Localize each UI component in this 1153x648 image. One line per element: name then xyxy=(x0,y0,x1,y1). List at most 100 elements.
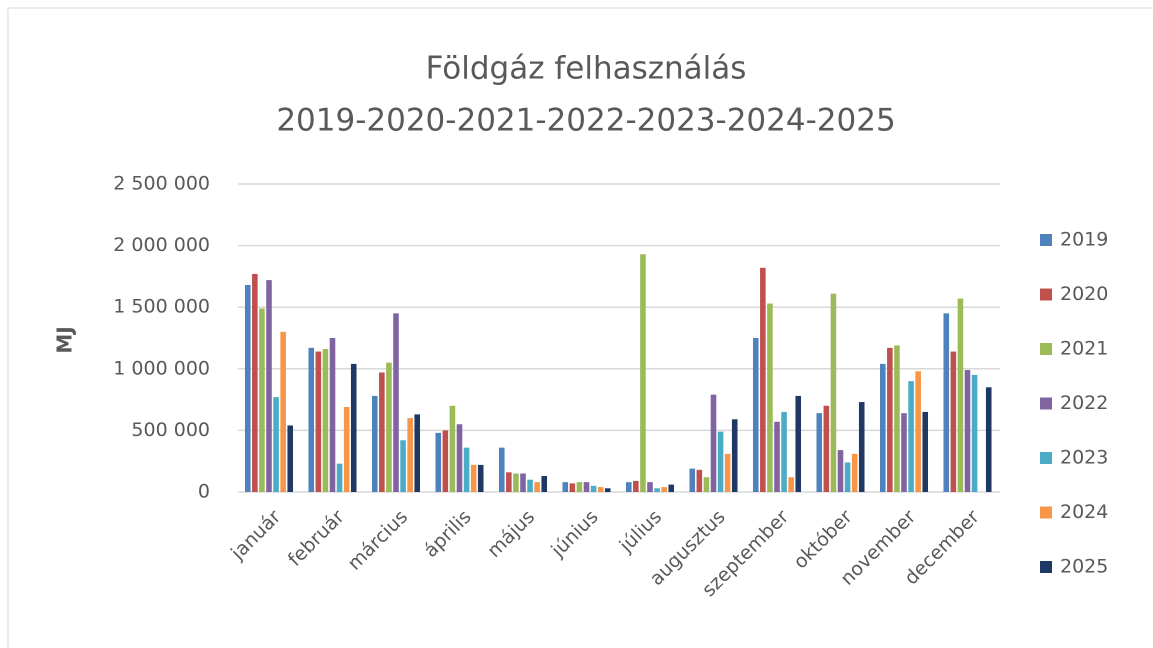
bar xyxy=(386,362,392,492)
bar xyxy=(858,402,865,492)
bar xyxy=(449,405,456,492)
bar xyxy=(477,464,484,492)
legend-label: 2019 xyxy=(1060,229,1108,251)
legend-swatch xyxy=(1040,561,1052,573)
bar xyxy=(971,374,978,492)
bar xyxy=(569,483,576,492)
bar xyxy=(414,414,421,492)
bar xyxy=(724,453,731,492)
bar xyxy=(703,477,710,492)
y-tick-label: 2 000 000 xyxy=(113,234,210,256)
bar xyxy=(668,484,675,492)
bar xyxy=(887,347,893,492)
bar xyxy=(625,482,632,492)
bar xyxy=(287,425,294,492)
legend-label: 2025 xyxy=(1060,556,1108,578)
bar xyxy=(964,370,971,492)
bar xyxy=(760,267,766,492)
bar xyxy=(343,406,350,492)
bar xyxy=(336,463,343,492)
bar xyxy=(280,331,286,492)
bar xyxy=(950,351,957,492)
bar xyxy=(795,395,802,492)
bar xyxy=(647,482,653,492)
y-tick-label: 500 000 xyxy=(131,419,210,441)
bar xyxy=(915,371,921,492)
bar xyxy=(661,487,667,492)
bar xyxy=(710,394,717,492)
legend-label: 2024 xyxy=(1060,501,1108,523)
chart-title: Földgáz felhasználás xyxy=(426,51,747,87)
bar xyxy=(498,447,505,492)
bar xyxy=(520,473,526,492)
legend-swatch xyxy=(1040,397,1052,410)
bar xyxy=(470,464,477,492)
bar xyxy=(371,395,378,492)
bar xyxy=(901,413,907,492)
bar xyxy=(731,419,738,492)
legend-label: 2023 xyxy=(1060,447,1108,469)
bar xyxy=(576,482,583,492)
bar xyxy=(851,453,858,492)
legend-swatch xyxy=(1040,452,1052,464)
bar xyxy=(922,411,929,492)
bar xyxy=(379,372,385,492)
bar xyxy=(322,349,329,492)
bar xyxy=(534,482,540,492)
bar xyxy=(717,431,724,492)
y-tick-label: 1 500 000 xyxy=(113,296,210,318)
bar xyxy=(879,363,886,492)
bar xyxy=(908,381,914,492)
legend-swatch xyxy=(1040,343,1052,355)
bar xyxy=(788,477,794,492)
legend-label: 2020 xyxy=(1060,283,1108,305)
bar xyxy=(590,485,597,492)
bar xyxy=(943,313,950,492)
bar xyxy=(513,473,519,492)
legend-swatch xyxy=(1040,234,1052,246)
bar xyxy=(506,472,512,492)
bar xyxy=(781,411,787,492)
bar xyxy=(816,413,823,492)
y-tick-label: 2 500 000 xyxy=(113,173,210,195)
bar xyxy=(752,338,759,492)
bar xyxy=(957,298,964,492)
legend-label: 2022 xyxy=(1060,392,1108,414)
bar xyxy=(315,351,322,492)
y-tick-label: 1 000 000 xyxy=(113,357,210,379)
bar xyxy=(583,482,590,492)
bar xyxy=(407,418,413,492)
bar xyxy=(640,254,646,492)
bar xyxy=(633,480,639,492)
legend-swatch xyxy=(1040,506,1052,519)
bar xyxy=(350,363,357,492)
bar xyxy=(597,487,604,492)
bar xyxy=(442,430,449,492)
bar xyxy=(689,468,696,492)
bar xyxy=(456,424,463,492)
bar xyxy=(767,303,773,492)
bar xyxy=(696,469,703,492)
bar xyxy=(329,338,336,492)
bar xyxy=(562,482,569,492)
bar xyxy=(308,347,315,492)
y-axis-label: MJ xyxy=(53,326,77,353)
bar xyxy=(774,421,780,492)
bar xyxy=(435,432,442,492)
bar xyxy=(844,462,851,492)
bar xyxy=(244,285,251,492)
bar xyxy=(985,387,992,492)
bar xyxy=(541,475,548,492)
bar xyxy=(823,405,830,492)
bar xyxy=(604,488,611,492)
legend-swatch xyxy=(1040,288,1052,301)
bar xyxy=(252,273,258,492)
bar xyxy=(393,313,399,492)
bar xyxy=(400,440,406,492)
bar xyxy=(463,447,470,492)
bar xyxy=(259,308,265,492)
bar xyxy=(837,450,844,492)
bar xyxy=(273,397,279,492)
chart-subtitle: 2019-2020-2021-2022-2023-2024-2025 xyxy=(276,103,895,139)
bar xyxy=(654,488,660,492)
